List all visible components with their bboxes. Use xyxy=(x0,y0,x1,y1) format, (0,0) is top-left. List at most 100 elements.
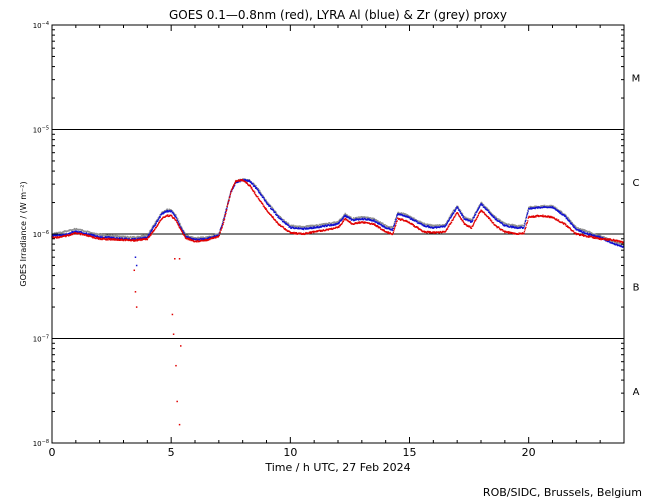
data-point xyxy=(490,213,492,216)
data-point xyxy=(571,221,573,224)
data-point xyxy=(404,215,406,217)
data-point xyxy=(175,219,177,221)
data-point xyxy=(358,219,360,221)
data-point xyxy=(322,223,324,225)
data-point xyxy=(420,223,423,225)
data-point xyxy=(350,218,352,220)
data-point xyxy=(588,234,590,236)
data-point xyxy=(178,220,180,222)
data-point xyxy=(76,231,78,234)
data-point xyxy=(110,236,113,238)
data-point xyxy=(475,212,477,214)
data-point xyxy=(370,217,372,219)
data-point xyxy=(202,236,204,238)
data-point xyxy=(87,233,89,236)
data-point xyxy=(379,226,381,229)
data-point xyxy=(472,225,474,227)
data-point xyxy=(185,237,187,239)
data-point xyxy=(226,205,228,208)
data-point xyxy=(224,215,226,218)
data-point xyxy=(458,209,461,211)
data-point xyxy=(374,218,376,221)
data-point xyxy=(535,216,537,218)
data-point xyxy=(173,217,176,220)
data-point xyxy=(251,188,253,190)
data-point xyxy=(222,222,224,225)
data-point xyxy=(81,229,83,231)
data-point xyxy=(546,216,549,218)
data-point xyxy=(582,228,584,231)
data-point xyxy=(337,221,340,223)
data-point xyxy=(248,185,251,187)
data-point xyxy=(584,229,586,231)
data-point xyxy=(177,224,180,226)
data-point xyxy=(108,237,110,240)
data-point xyxy=(72,230,74,233)
data-point xyxy=(292,224,295,226)
data-point xyxy=(447,226,449,229)
data-point xyxy=(583,235,585,237)
data-point xyxy=(578,229,580,231)
data-point xyxy=(509,224,511,226)
data-point xyxy=(435,227,438,229)
outlier-point xyxy=(175,364,177,367)
data-point xyxy=(212,236,214,238)
data-point xyxy=(567,216,569,219)
data-point xyxy=(92,234,94,236)
data-point xyxy=(171,210,174,213)
data-point xyxy=(139,239,141,241)
data-point xyxy=(124,237,127,239)
outlier-point xyxy=(178,423,181,426)
data-point xyxy=(141,235,143,237)
data-point xyxy=(372,220,374,222)
data-point xyxy=(488,217,491,219)
data-point xyxy=(217,233,219,236)
data-point xyxy=(125,239,127,241)
data-point xyxy=(532,215,534,217)
data-point xyxy=(527,208,529,211)
data-point xyxy=(524,220,527,223)
data-point xyxy=(550,204,553,207)
data-point xyxy=(507,232,510,234)
data-point xyxy=(293,233,296,235)
data-point xyxy=(213,237,215,239)
data-point xyxy=(570,222,572,224)
data-point xyxy=(313,231,315,234)
data-point xyxy=(265,201,267,203)
data-point xyxy=(426,225,429,227)
flare-class-label: B xyxy=(633,282,640,293)
data-point xyxy=(549,215,551,218)
data-point xyxy=(514,226,517,228)
data-point xyxy=(563,214,565,216)
data-point xyxy=(316,225,318,228)
data-point xyxy=(206,236,208,238)
data-point xyxy=(363,218,365,221)
data-point xyxy=(180,227,182,229)
data-point xyxy=(300,226,303,228)
data-point xyxy=(291,232,293,234)
data-point xyxy=(577,233,579,236)
data-point xyxy=(88,233,90,236)
data-point xyxy=(198,237,200,240)
data-point xyxy=(289,226,292,228)
data-point xyxy=(285,222,287,225)
data-point xyxy=(99,236,101,238)
data-point xyxy=(620,242,622,245)
data-point xyxy=(171,210,173,213)
data-point xyxy=(548,215,550,217)
data-point xyxy=(116,239,119,241)
data-point xyxy=(133,235,135,238)
data-point xyxy=(147,236,149,238)
data-point xyxy=(85,234,87,236)
data-point xyxy=(68,233,71,235)
data-point xyxy=(279,217,281,219)
data-point xyxy=(512,226,515,228)
data-point xyxy=(527,220,529,222)
x-axis-label: Time / h UTC, 27 Feb 2024 xyxy=(264,461,410,474)
data-point xyxy=(148,233,151,235)
data-point xyxy=(223,221,225,223)
data-point xyxy=(271,216,274,219)
data-point xyxy=(229,193,232,196)
data-point xyxy=(575,232,577,234)
outlier-point xyxy=(133,269,136,272)
